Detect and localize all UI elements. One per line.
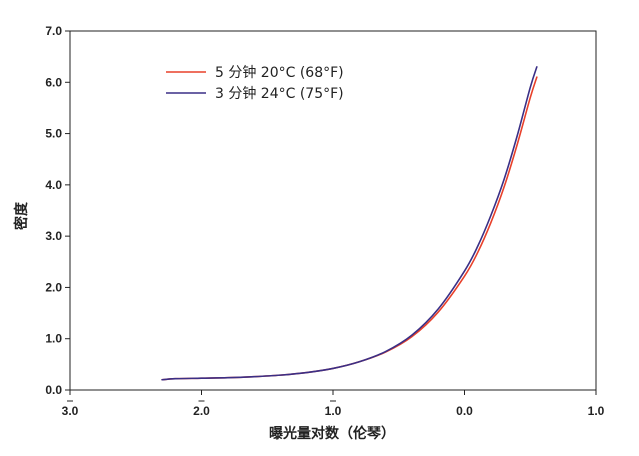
x-axis-ticks: 3.0 2.0 1.0 0.0 1.0: [62, 390, 605, 418]
legend-label-2: 3 分钟 24°C (75°F): [215, 85, 344, 102]
y-tick-label: 2.0: [45, 280, 62, 294]
x-tick-label: 0.0: [456, 404, 473, 418]
y-tick-label: 1.0: [45, 332, 62, 346]
x-tick-label: 1.0: [325, 404, 342, 418]
plot-border: [69, 30, 597, 391]
x-axis-title: 曝光量对数（伦琴）: [269, 425, 395, 442]
x-tick-label: 3.0: [62, 404, 79, 418]
legend: 5 分钟 20°C (68°F) 3 分钟 24°C (75°F): [166, 64, 344, 102]
y-tick-label: 6.0: [45, 75, 62, 89]
y-tick-label: 0.0: [45, 383, 62, 397]
y-tick-label: 5.0: [45, 127, 62, 141]
y-tick-label: 4.0: [45, 178, 62, 192]
y-axis-title: 密度: [13, 201, 30, 231]
y-axis-ticks: 0.0 1.0 2.0 3.0 4.0 5.0 6.0 7.0: [45, 24, 70, 397]
y-tick-label: 7.0: [45, 24, 62, 38]
legend-label-1: 5 分钟 20°C (68°F): [215, 64, 344, 81]
series-layer: [161, 66, 538, 381]
plot-frame: [69, 30, 597, 391]
y-tick-label: 3.0: [45, 229, 62, 243]
x-tick-label: 1.0: [588, 404, 605, 418]
x-tick-label: 2.0: [193, 404, 210, 418]
series-line-2: [161, 66, 538, 381]
series-line-1: [161, 76, 538, 381]
